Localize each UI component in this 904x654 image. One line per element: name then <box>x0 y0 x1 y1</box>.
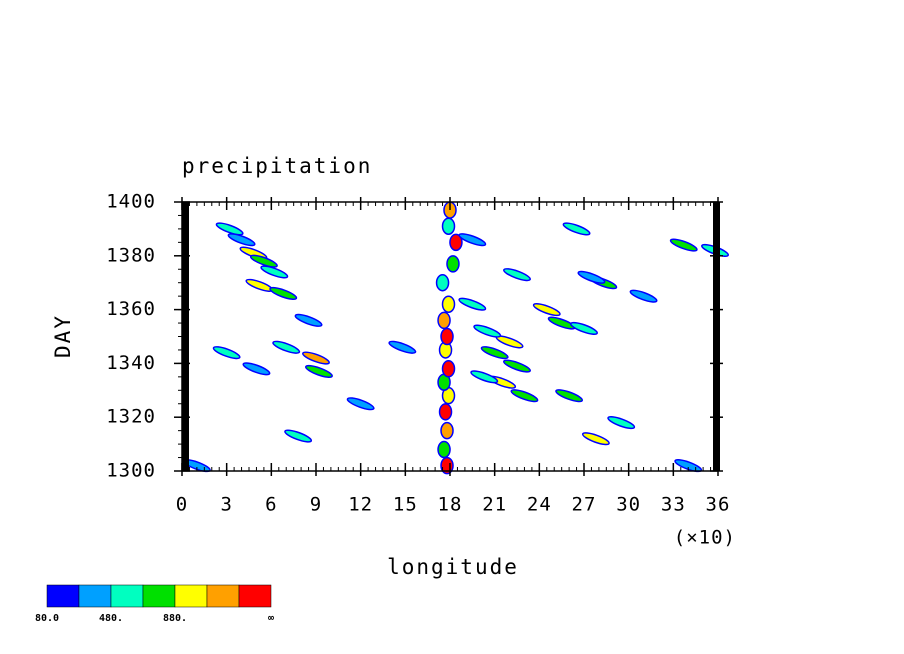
x-tick-label: 30 <box>616 494 641 516</box>
precip-cell <box>480 346 509 360</box>
precip-cell <box>305 364 333 379</box>
x-tick-label: 9 <box>310 494 322 516</box>
precip-cell <box>388 340 417 354</box>
x-tick-label: 33 <box>661 494 686 516</box>
precip-cell <box>562 222 591 236</box>
precip-cell <box>438 403 453 421</box>
x-tick-label: 0 <box>176 494 188 516</box>
colorbar-swatch <box>206 584 240 608</box>
precip-cell <box>269 286 298 301</box>
precip-cell <box>435 273 450 292</box>
precip-cell <box>437 311 451 330</box>
x-axis-label: longitude <box>387 555 519 579</box>
precip-cell <box>570 321 598 335</box>
precip-cell <box>470 370 499 384</box>
colorbar-swatch <box>46 584 80 608</box>
precip-cell <box>458 233 487 247</box>
precip-cell <box>581 432 610 446</box>
precip-cell <box>440 421 454 440</box>
x-tick-label: 18 <box>438 494 463 516</box>
colorbar-label: 80.0 <box>35 613 59 624</box>
y-tick-label: 1340 <box>106 352 156 374</box>
x-tick-label: 6 <box>265 494 277 516</box>
precip-cell <box>440 327 454 346</box>
x-tick-label: 12 <box>348 494 373 516</box>
precip-cell <box>446 255 460 273</box>
precip-cell <box>510 389 539 403</box>
x-tick-label: 21 <box>482 494 507 516</box>
chart-title: precipitation <box>182 154 372 178</box>
precip-cell <box>555 389 584 403</box>
precip-cell <box>227 233 256 247</box>
precip-cell <box>284 429 313 443</box>
precip-cell <box>245 278 274 292</box>
precip-cell <box>260 265 289 279</box>
frame-edge <box>182 202 189 471</box>
plot-area <box>182 201 729 475</box>
colorbar-swatch <box>110 584 144 608</box>
colorbar-label: 880. <box>163 613 187 624</box>
colorbar-swatch <box>174 584 208 608</box>
y-tick-label: 1400 <box>106 191 156 213</box>
precip-cell <box>503 268 531 282</box>
precip-cell <box>449 233 463 252</box>
x-tick-label: 36 <box>706 494 731 516</box>
precip-cell <box>532 303 561 317</box>
precip-cell <box>629 289 658 303</box>
x-tick-label: 24 <box>527 494 552 516</box>
precip-cell <box>212 346 241 360</box>
precip-cell <box>249 254 278 268</box>
colorbar-swatch <box>238 584 272 608</box>
precip-cell <box>346 397 375 411</box>
colorbar-label: 480. <box>99 613 123 624</box>
x-tick-label: 3 <box>220 494 232 516</box>
precip-cell <box>302 351 330 365</box>
colorbar-swatch <box>142 584 176 608</box>
precip-cell <box>441 360 456 378</box>
x-tick-label: 27 <box>572 494 597 516</box>
precip-cell <box>272 340 301 354</box>
colorbar-label: ∞ <box>268 613 274 624</box>
precip-cell <box>577 270 606 284</box>
precip-cell <box>294 313 323 327</box>
y-tick-label: 1300 <box>106 460 156 482</box>
y-tick-label: 1380 <box>106 244 156 266</box>
precip-cell <box>458 297 487 311</box>
precip-cell <box>242 362 271 376</box>
precip-cell <box>473 324 502 338</box>
precip-cell <box>441 217 456 235</box>
colorbar-swatch <box>78 584 112 608</box>
x-multiplier: (×10) <box>674 527 736 549</box>
y-axis-label: DAY <box>51 314 75 358</box>
precip-cell <box>607 416 636 430</box>
x-tick-label: 15 <box>393 494 418 516</box>
precip-cell <box>437 440 451 459</box>
y-tick-label: 1320 <box>106 406 156 428</box>
precip-cell <box>215 222 244 236</box>
y-tick-label: 1360 <box>106 298 156 320</box>
precip-cell <box>669 238 698 252</box>
precip-cell <box>441 295 456 313</box>
precip-cell <box>503 359 531 373</box>
